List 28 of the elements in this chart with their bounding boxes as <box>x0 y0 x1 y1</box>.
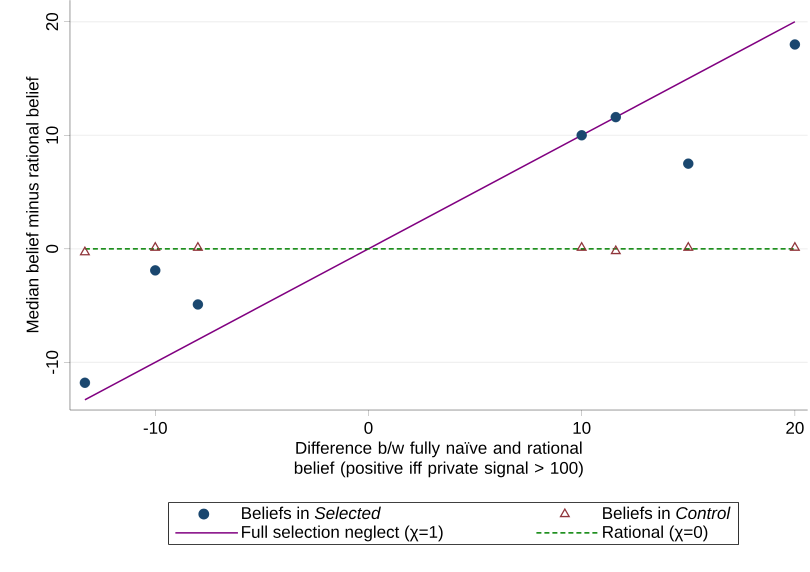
point <box>80 378 90 388</box>
y-tick-label: 20 <box>46 12 58 30</box>
y-tick-label: -10 <box>46 350 58 374</box>
x-tick-label: -10 <box>144 422 167 434</box>
point <box>790 242 800 251</box>
x-tick-label: 20 <box>786 422 804 434</box>
point <box>150 242 160 251</box>
point <box>610 245 621 254</box>
point <box>576 130 587 141</box>
point <box>576 242 587 251</box>
point <box>150 265 160 276</box>
point <box>192 299 204 310</box>
legend-label: Rational (χ=0) <box>603 526 708 542</box>
point <box>683 242 694 251</box>
y-tick-label: 0 <box>46 244 58 253</box>
point <box>610 112 621 122</box>
x-tick-label: 10 <box>574 422 590 434</box>
legend-label: Beliefs in Control <box>603 506 731 520</box>
x-tick-label: 0 <box>364 422 373 434</box>
legend-label: Beliefs in Selected <box>242 506 381 520</box>
y-axis-title: Median belief minus rational belief <box>26 76 39 332</box>
x-axis-title: Difference b/w fully naïve and rational belief (positive iff private signal > 100) <box>294 441 583 478</box>
y-tick-label: 10 <box>46 126 58 144</box>
point <box>192 242 203 251</box>
point <box>683 158 694 169</box>
point <box>80 246 90 256</box>
legend-label: Full selection neglect (χ=1) <box>242 526 443 542</box>
point <box>790 39 800 50</box>
